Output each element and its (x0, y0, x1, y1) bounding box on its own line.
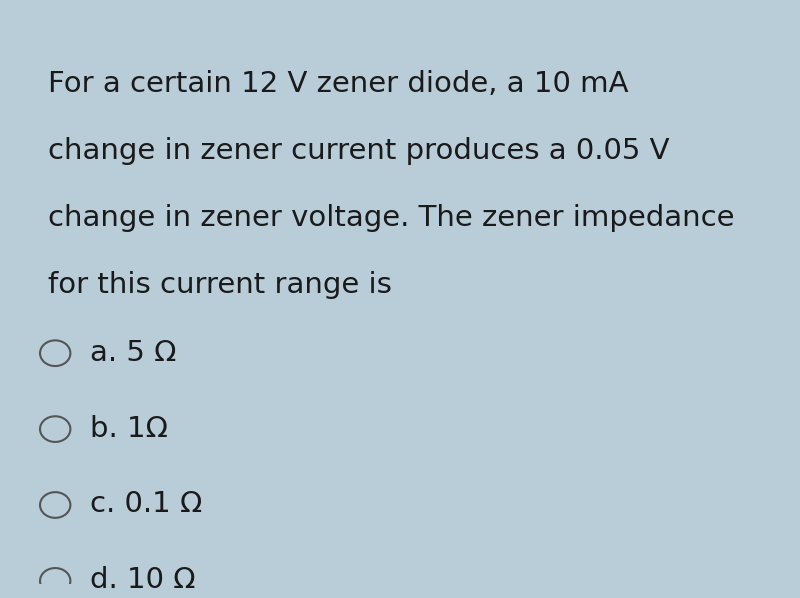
Text: for this current range is: for this current range is (48, 271, 392, 300)
Circle shape (40, 492, 70, 518)
Text: change in zener current produces a 0.05 V: change in zener current produces a 0.05 … (48, 137, 670, 165)
Text: c. 0.1 Ω: c. 0.1 Ω (90, 490, 202, 518)
Text: For a certain 12 V zener diode, a 10 mA: For a certain 12 V zener diode, a 10 mA (48, 70, 629, 98)
Text: change in zener voltage. The zener impedance: change in zener voltage. The zener imped… (48, 205, 735, 233)
Text: a. 5 Ω: a. 5 Ω (90, 338, 176, 367)
Circle shape (40, 568, 70, 594)
Text: b. 1Ω: b. 1Ω (90, 414, 167, 443)
Text: d. 10 Ω: d. 10 Ω (90, 566, 195, 594)
Circle shape (40, 416, 70, 442)
Circle shape (40, 340, 70, 366)
